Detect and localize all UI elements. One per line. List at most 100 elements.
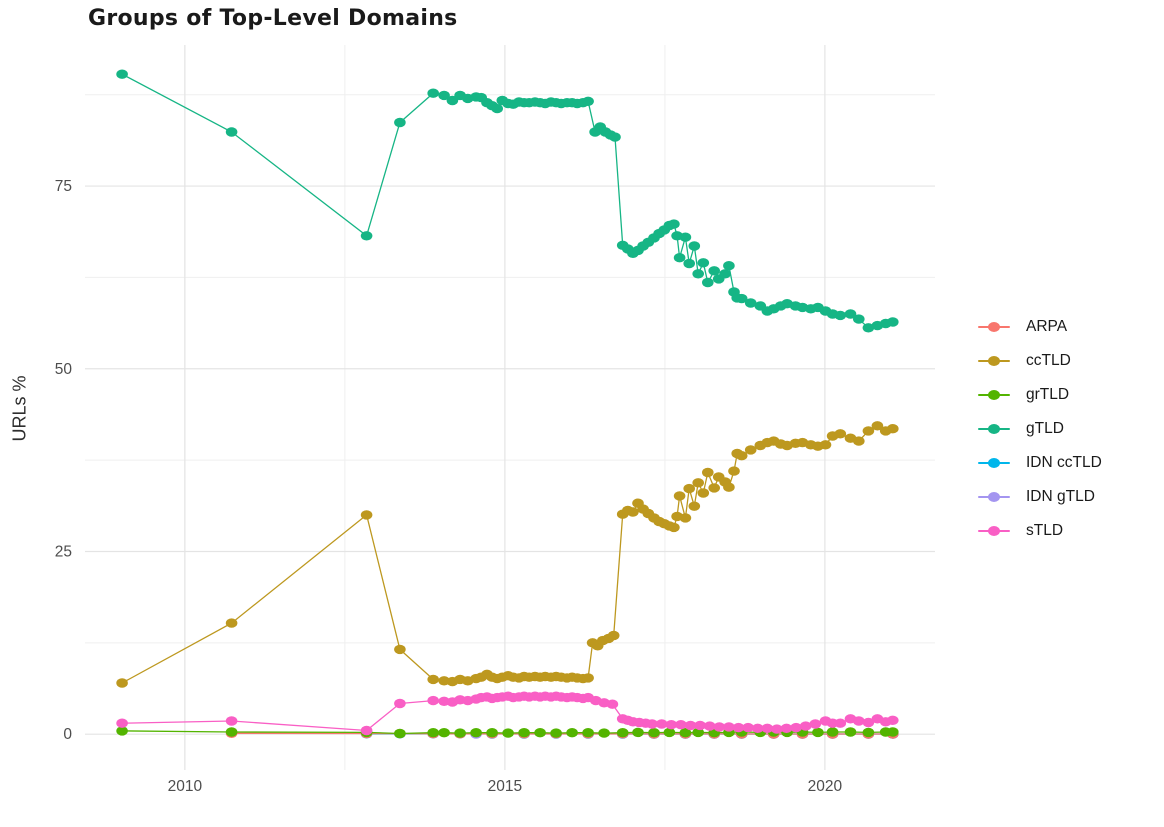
data-point [809, 719, 822, 729]
data-point [360, 231, 373, 241]
data-point [683, 483, 695, 494]
legend-key-icon [978, 525, 1010, 537]
data-point [703, 721, 716, 731]
data-point [225, 716, 238, 726]
data-point [761, 723, 774, 733]
data-point [518, 728, 530, 738]
chart-title: Groups of Top-Level Domains [88, 6, 458, 31]
data-point [887, 317, 899, 327]
data-point [116, 726, 128, 736]
legend-label: grTLD [1026, 385, 1070, 403]
data-point [394, 698, 406, 709]
data-point [679, 728, 692, 738]
data-point [550, 728, 562, 738]
data-point [688, 241, 701, 251]
data-point [225, 127, 238, 137]
data-point [853, 436, 865, 446]
data-point [702, 467, 714, 478]
data-point [486, 728, 498, 738]
series-line-ccTLD [121, 425, 893, 684]
data-point [713, 722, 726, 732]
data-point [446, 95, 459, 106]
data-point [679, 513, 692, 523]
legend-row: grTLD [978, 384, 1102, 405]
data-point [632, 727, 644, 738]
data-point [790, 722, 802, 733]
data-point [742, 722, 754, 733]
data-point [394, 644, 406, 655]
legend: ARPA ccTLD grTLD gTLD IDN ccTLD IDN gTLD… [978, 316, 1102, 541]
data-point [606, 699, 619, 709]
legend-key-icon [978, 389, 1010, 401]
data-point [826, 727, 839, 737]
legend-label: sTLD [1026, 521, 1064, 539]
data-point [719, 269, 731, 279]
legend-row: sTLD [978, 520, 1102, 541]
data-point [692, 269, 704, 279]
data-point [616, 728, 629, 738]
legend-label: IDN gTLD [1026, 487, 1095, 505]
data-point [697, 258, 710, 268]
data-point [394, 728, 406, 739]
data-point [607, 630, 620, 641]
legend-key-icon [978, 321, 1010, 333]
data-point [646, 719, 658, 729]
data-point [668, 219, 680, 229]
data-point [728, 466, 740, 476]
y-tick-label: 75 [55, 178, 72, 195]
legend-row: gTLD [978, 418, 1102, 439]
data-point [744, 298, 757, 308]
legend-row: ARPA [978, 316, 1102, 337]
data-point [887, 424, 899, 434]
data-point [735, 293, 748, 304]
legend-label: gTLD [1026, 419, 1064, 437]
data-point [360, 725, 373, 736]
data-point [427, 674, 440, 685]
data-point [116, 69, 128, 79]
data-point [360, 510, 373, 520]
data-point [692, 478, 704, 488]
legend-key-icon [978, 355, 1010, 367]
data-point [732, 722, 745, 733]
data-point [853, 716, 865, 726]
y-tick-label: 0 [63, 726, 72, 743]
data-point [862, 727, 875, 738]
data-point [116, 678, 128, 688]
data-point [663, 727, 676, 738]
data-point [834, 718, 847, 728]
data-point [834, 310, 847, 321]
data-point [394, 117, 406, 128]
series-line-gTLD [121, 73, 893, 329]
data-point [780, 723, 793, 733]
data-point [844, 727, 857, 737]
data-point [834, 429, 847, 439]
data-point [683, 258, 695, 269]
data-point [491, 103, 504, 114]
y-tick-label: 50 [55, 361, 73, 378]
data-point [502, 728, 514, 738]
data-point [427, 695, 440, 706]
data-point [694, 720, 706, 731]
data-point [688, 501, 701, 511]
y-tick-label: 25 [55, 543, 72, 560]
data-point [116, 718, 128, 728]
data-point [812, 727, 824, 738]
data-point [744, 445, 757, 455]
data-point [470, 728, 482, 738]
data-point [673, 491, 686, 501]
data-point [566, 728, 578, 738]
data-point [582, 673, 594, 683]
data-point [665, 720, 678, 730]
data-point [225, 618, 238, 628]
data-point [862, 323, 875, 333]
data-point [675, 720, 687, 730]
data-point [799, 721, 812, 731]
data-point [627, 507, 639, 517]
data-point [723, 722, 735, 732]
data-point [598, 728, 610, 738]
data-point [438, 728, 450, 738]
data-point [819, 440, 832, 450]
legend-label: ccTLD [1026, 351, 1071, 369]
